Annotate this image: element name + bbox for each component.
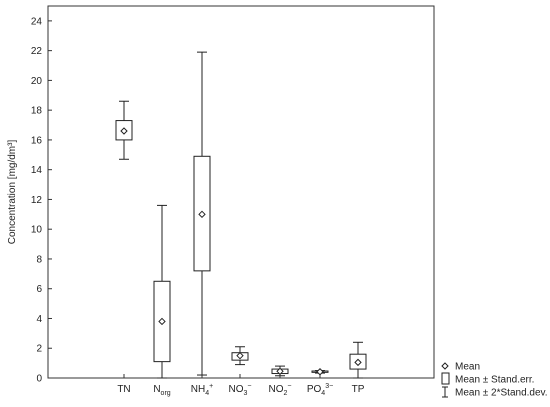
- x-tick-label-subscript: 4: [205, 390, 209, 397]
- y-tick-label: 16: [31, 135, 43, 146]
- box-group: [311, 368, 329, 376]
- box-group: [349, 341, 367, 379]
- y-tick-label: 20: [31, 76, 43, 87]
- mean-marker: [276, 367, 284, 376]
- x-tick-label-base: PO: [307, 384, 322, 395]
- y-tick-label: 2: [36, 344, 42, 355]
- x-tick-label: NH4+: [191, 383, 213, 397]
- y-tick-label: 22: [31, 46, 43, 57]
- x-tick-label-base: NH: [191, 384, 205, 395]
- x-tick-label: Norg: [153, 384, 170, 397]
- mean-marker: [120, 127, 128, 135]
- y-tick-label: 6: [36, 284, 42, 295]
- y-tick-label: 14: [31, 165, 43, 176]
- box-series: [115, 51, 367, 379]
- x-tick-label-superscript: −: [247, 383, 251, 390]
- plot-area: [47, 5, 435, 379]
- y-tick-label: 8: [36, 254, 42, 265]
- y-tick-label: 12: [31, 195, 43, 206]
- y-axis-label: Concentration [mg/dm³]: [7, 140, 18, 245]
- x-axis: TN Norg NH4+ NO3− NO2− PO43− TP: [117, 374, 365, 397]
- box-group: [153, 204, 171, 379]
- legend: Mean Mean ± Stand.err. Mean ± 2*Stand.dev.: [441, 362, 548, 399]
- y-tick-label: 18: [31, 106, 43, 117]
- x-tick-label: PO43−: [307, 383, 333, 397]
- x-tick-label-base: N: [153, 384, 160, 395]
- box-group: [271, 365, 289, 377]
- x-tick-label-subscript: 2: [284, 390, 288, 397]
- x-tick-label-superscript: 3−: [325, 383, 333, 390]
- x-tick-label: TN: [117, 384, 130, 395]
- box-group: [115, 100, 133, 160]
- x-tick-label-base: NO: [269, 384, 284, 395]
- legend-label: Mean: [455, 362, 480, 373]
- x-tick-label-subscript: org: [161, 390, 171, 397]
- legend-mean-icon: [441, 362, 449, 370]
- x-tick-label-superscript: +: [209, 383, 213, 390]
- x-tick-label-base: TP: [352, 384, 365, 395]
- y-tick-label: 4: [36, 314, 42, 325]
- x-tick-label-base: TN: [117, 384, 130, 395]
- box-group: [193, 51, 211, 376]
- x-tick-label-subscript: 4: [321, 390, 325, 397]
- mean-marker: [158, 317, 166, 326]
- x-tick-label-base: NO: [229, 384, 244, 395]
- x-tick-label-superscript: −: [287, 383, 291, 390]
- y-tick-label: 0: [36, 374, 42, 385]
- x-tick-label: NO3−: [229, 383, 252, 397]
- legend-label: Mean ± 2*Stand.dev.: [455, 388, 548, 399]
- x-tick-label: TP: [352, 384, 365, 395]
- mean-marker: [236, 351, 244, 360]
- box-group: [231, 346, 249, 366]
- legend-box-icon: [441, 372, 450, 385]
- mean-marker: [316, 368, 324, 376]
- y-tick-label: 10: [31, 225, 43, 236]
- x-tick-label-subscript: 3: [244, 390, 248, 397]
- mean-marker: [354, 358, 362, 367]
- mean-marker: [198, 210, 206, 219]
- y-tick-label: 24: [31, 16, 43, 27]
- legend-label: Mean ± Stand.err.: [455, 375, 534, 386]
- x-tick-label: NO2−: [269, 383, 292, 397]
